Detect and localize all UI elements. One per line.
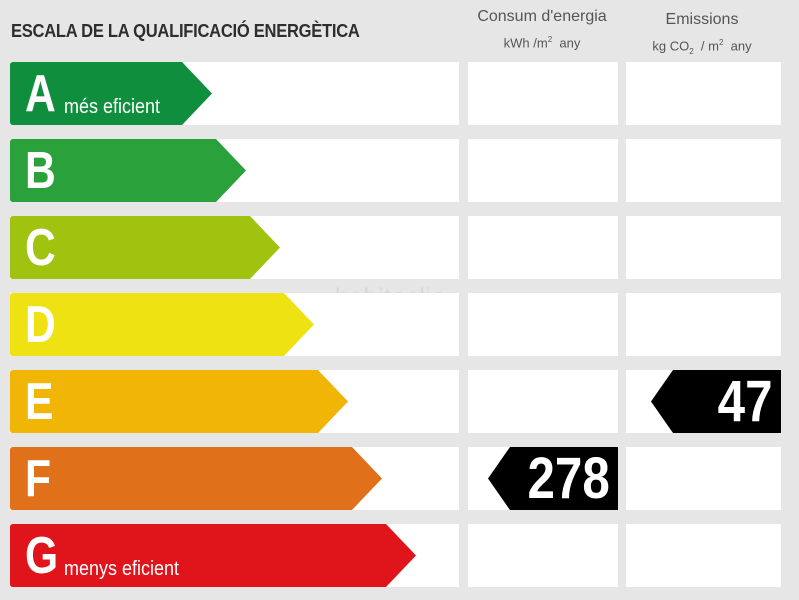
rating-arrow-d: D [10, 293, 314, 356]
rating-row-e: E 47 [10, 370, 781, 433]
emissions-header-unit: kg CO2 / m2 any [652, 38, 752, 56]
emissions-column-header: Emissions kg CO2 / m2 any [624, 11, 780, 60]
rating-label: menys eficient [64, 558, 180, 580]
energy-cell [468, 216, 618, 279]
rating-row-c: C [10, 216, 781, 279]
energy-cell [468, 370, 618, 433]
rating-arrow-b: B [10, 139, 246, 202]
rating-letter: E [25, 373, 54, 431]
energy-cell [468, 139, 618, 202]
energy-cell [468, 293, 618, 356]
page-title: ESCALA DE LA QUALIFICACIÓ ENERGÈTICA [11, 21, 360, 41]
emissions-cell [626, 293, 781, 356]
emissions-cell [626, 216, 781, 279]
rating-letter: C [25, 219, 56, 277]
emissions-cell [626, 524, 781, 587]
energy-value-tag: 278 [488, 447, 618, 510]
rating-arrow-f: F [10, 447, 382, 510]
emissions-cell [626, 139, 781, 202]
rating-letter: B [25, 142, 56, 200]
energy-cell [468, 62, 618, 125]
rating-letter: F [25, 450, 52, 508]
rating-letter: G [25, 527, 59, 585]
emissions-cell [626, 447, 781, 510]
emissions-cell [626, 62, 781, 125]
energy-cell [468, 524, 618, 587]
rating-letter: A [25, 65, 56, 123]
rating-arrow-e: E [10, 370, 348, 433]
energy-column-header: Consum d'energia kWh /m2 any [465, 8, 619, 51]
rating-row-b: B [10, 139, 781, 202]
energy-header-title: Consum d'energia [477, 8, 607, 25]
rating-letter: D [25, 296, 56, 354]
rating-arrow-c: C [10, 216, 280, 279]
energy-value: 278 [527, 446, 610, 511]
rating-row-d: D [10, 293, 781, 356]
emissions-value-tag: 47 [651, 370, 781, 433]
rating-row-f: F 278 [10, 447, 781, 510]
emissions-header-title: Emissions [665, 11, 739, 28]
emissions-value: 47 [718, 369, 773, 434]
energy-header-unit: kWh /m2 any [503, 35, 581, 51]
rating-label: més eficient [64, 96, 161, 118]
